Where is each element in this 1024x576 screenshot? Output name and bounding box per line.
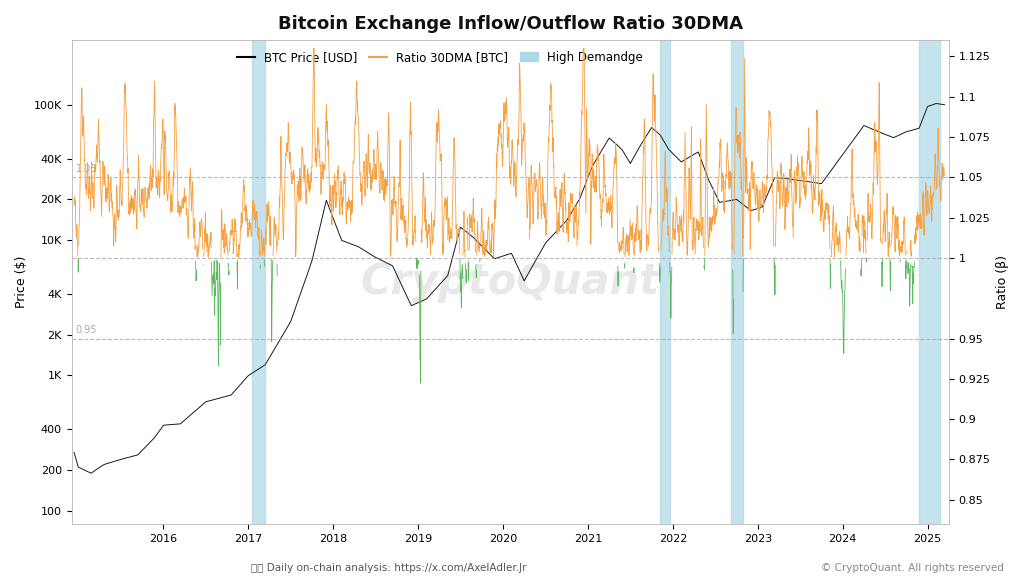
Legend: BTC Price [USD], Ratio 30DMA [BTC], High Demandge: BTC Price [USD], Ratio 30DMA [BTC], High…: [232, 46, 648, 69]
Text: 0.95: 0.95: [76, 325, 97, 335]
Bar: [660, 40, 671, 524]
Text: © CryptoQuant. All rights reserved: © CryptoQuant. All rights reserved: [820, 563, 1004, 573]
Y-axis label: Ratio (β): Ratio (β): [996, 255, 1009, 309]
Y-axis label: Price ($): Price ($): [15, 256, 28, 308]
Bar: [920, 40, 940, 524]
Bar: [730, 40, 743, 524]
Text: 1.05: 1.05: [76, 164, 97, 174]
Bar: [253, 40, 265, 524]
Text: CryptoQuant: CryptoQuant: [360, 261, 659, 303]
Title: Bitcoin Exchange Inflow/Outflow Ratio 30DMA: Bitcoin Exchange Inflow/Outflow Ratio 30…: [278, 15, 742, 33]
Text: 💡🙌 Daily on-chain analysis: https://x.com/AxelAdler.Jr: 💡🙌 Daily on-chain analysis: https://x.co…: [251, 563, 527, 573]
